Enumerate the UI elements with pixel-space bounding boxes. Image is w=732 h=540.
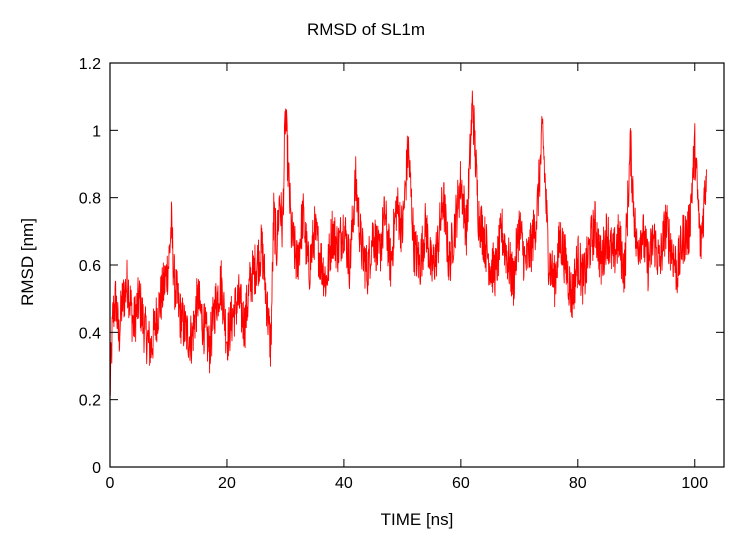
x-tick-label: 60 [452,475,470,492]
x-tick-label: 40 [335,475,353,492]
x-tick-label: 0 [106,475,115,492]
series-line [109,90,707,396]
y-tick-label: 0.8 [79,191,101,208]
y-tick-label: 0 [92,460,101,477]
x-tick-label: 80 [569,475,587,492]
x-tick-label: 100 [681,475,708,492]
y-tick-label: 0.4 [79,325,101,342]
y-axis-label: RMSD [nm] [18,218,37,306]
x-tick-label: 20 [218,475,236,492]
x-axis-label: TIME [ns] [380,510,454,529]
y-tick-label: 0.6 [79,258,101,275]
y-tick-label: 1.2 [79,56,101,73]
chart-title: RMSD of SL1m [306,20,426,39]
y-tick-label: 0.2 [79,393,101,410]
y-tick-label: 1 [92,123,101,140]
